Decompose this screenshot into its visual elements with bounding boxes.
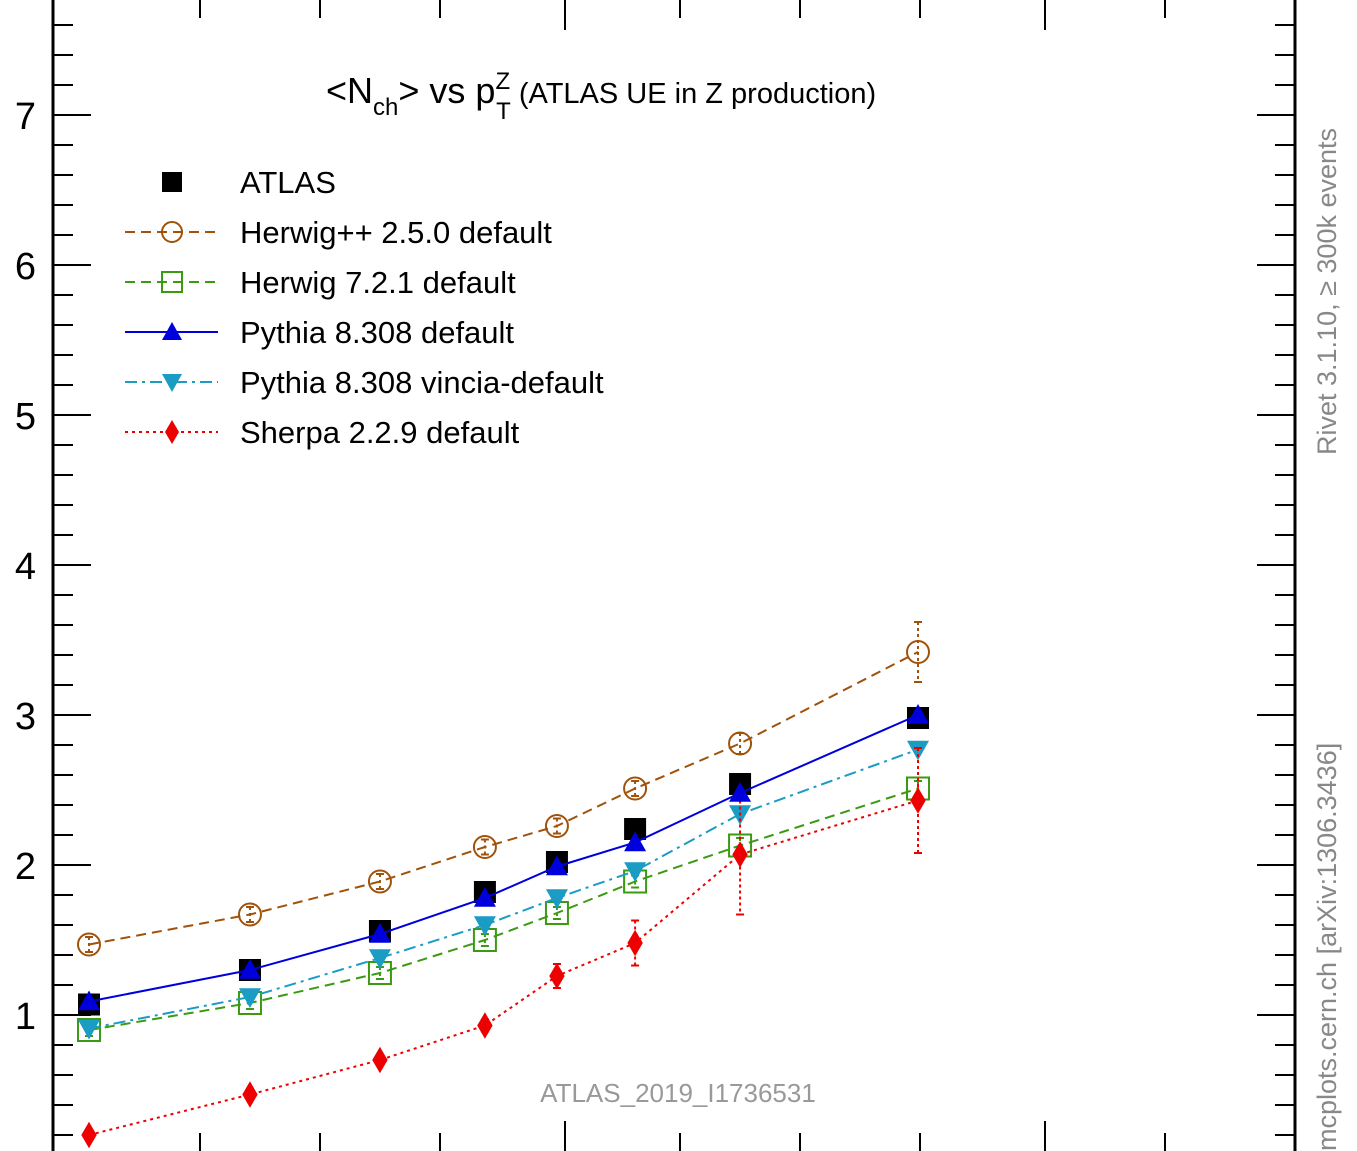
marker-triangle-up bbox=[729, 782, 752, 802]
marker-triangle-down bbox=[368, 949, 391, 969]
marker-circle-open bbox=[906, 640, 930, 664]
series-line bbox=[88, 748, 919, 1030]
y-tick-label: 5 bbox=[15, 396, 36, 438]
title-subscript: T bbox=[496, 98, 511, 125]
marker-triangle-up bbox=[624, 831, 647, 852]
series-group bbox=[77, 621, 930, 1149]
series-line bbox=[88, 651, 919, 946]
marker-circle-open bbox=[367, 869, 392, 894]
title-part: > vs p bbox=[398, 70, 495, 111]
marker-triangle-down bbox=[162, 374, 182, 392]
legend-item: Herwig 7.2.1 default bbox=[125, 265, 516, 300]
title-subscript: ch bbox=[373, 94, 398, 121]
marker-triangle-down bbox=[473, 916, 496, 936]
series-herwig-2-5-0-default bbox=[77, 621, 930, 957]
series-herwig-7-2-1-default bbox=[77, 776, 930, 1042]
marker-triangle-up bbox=[545, 855, 568, 876]
series-sherpa-2-2-9-default bbox=[81, 747, 926, 1149]
marker-diamond bbox=[242, 1081, 258, 1108]
legend-item: ATLAS bbox=[162, 165, 336, 200]
marker-diamond bbox=[477, 1012, 493, 1039]
y-tick-labels: 1 2 3 4 5 6 7 bbox=[15, 96, 36, 1038]
y-tick-label: 1 bbox=[15, 996, 36, 1038]
marker-square-open bbox=[161, 271, 183, 293]
axis-ticks bbox=[53, 0, 1295, 1151]
y-tick-label: 6 bbox=[15, 246, 36, 288]
series-atlas bbox=[78, 707, 929, 1016]
marker-diamond bbox=[549, 962, 565, 990]
mcplots-label: mcplots.cern.ch [arXiv:1306.3436] bbox=[1312, 742, 1342, 1151]
legend-item: Sherpa 2.2.9 default bbox=[125, 415, 520, 450]
marker-triangle-down bbox=[624, 862, 647, 882]
series-line bbox=[88, 714, 919, 1003]
marker-square bbox=[624, 818, 647, 840]
marker-diamond bbox=[627, 929, 643, 957]
title-part: <N bbox=[326, 70, 373, 111]
marker-square bbox=[162, 172, 182, 192]
legend-item: Pythia 8.308 default bbox=[125, 315, 514, 350]
title-part: (ATLAS UE in Z production) bbox=[511, 78, 876, 110]
rivet-label: Rivet 3.1.10, ≥ 300k events bbox=[1312, 127, 1342, 455]
y-tick-label: 7 bbox=[15, 96, 36, 138]
marker-diamond bbox=[81, 1121, 97, 1149]
marker-circle-open bbox=[623, 776, 648, 801]
marker-diamond bbox=[372, 1046, 388, 1074]
marker-triangle-up bbox=[473, 887, 496, 907]
series-pythia-8-308-default bbox=[78, 704, 929, 1011]
legend-label: Herwig++ 2.5.0 default bbox=[240, 215, 552, 250]
y-tick-label: 3 bbox=[15, 696, 36, 738]
legend-label: Sherpa 2.2.9 default bbox=[240, 415, 520, 450]
marker-circle-open bbox=[237, 902, 262, 927]
legend-label: Pythia 8.308 default bbox=[240, 315, 514, 350]
analysis-label: ATLAS_2019_I1736531 bbox=[540, 1078, 816, 1108]
marker-diamond bbox=[910, 787, 926, 814]
series-line bbox=[88, 787, 919, 1031]
plot-frame bbox=[51, 0, 1297, 1151]
marker-square-open bbox=[77, 1018, 101, 1042]
marker-triangle-up bbox=[907, 704, 929, 724]
marker-triangle-down bbox=[238, 988, 261, 1008]
marker-circle-open bbox=[544, 814, 569, 838]
y-tick-label: 2 bbox=[15, 846, 36, 888]
legend: ATLAS Herwig++ 2.5.0 default Herwig 7.2.1 … bbox=[125, 165, 604, 450]
legend-item: Herwig++ 2.5.0 default bbox=[125, 215, 552, 250]
marker-triangle-down bbox=[78, 1019, 100, 1040]
title-superscript: Z bbox=[495, 68, 510, 95]
marker-circle-open bbox=[77, 932, 101, 957]
marker-circle-open bbox=[472, 835, 497, 859]
marker-triangle-down bbox=[545, 889, 568, 909]
legend-item: Pythia 8.308 vincia-default bbox=[125, 365, 604, 400]
legend-label: Pythia 8.308 vincia-default bbox=[240, 365, 604, 400]
marker-diamond bbox=[732, 841, 748, 868]
chart-title: <Nch> vs pZ T (ATLAS UE in Z production) bbox=[326, 68, 876, 125]
y-tick-label: 4 bbox=[15, 546, 36, 588]
legend-label: ATLAS bbox=[240, 165, 336, 200]
marker-circle-open bbox=[728, 731, 753, 756]
marker-triangle-up bbox=[162, 322, 182, 340]
legend-label: Herwig 7.2.1 default bbox=[240, 265, 516, 300]
marker-triangle-up bbox=[368, 923, 391, 943]
chart-title-text: <Nch> vs pZ T (ATLAS UE in Z production) bbox=[326, 68, 876, 125]
marker-triangle-up bbox=[78, 990, 100, 1011]
marker-diamond bbox=[165, 420, 179, 444]
marker-circle-open bbox=[161, 221, 183, 243]
marker-triangle-up bbox=[238, 959, 261, 979]
